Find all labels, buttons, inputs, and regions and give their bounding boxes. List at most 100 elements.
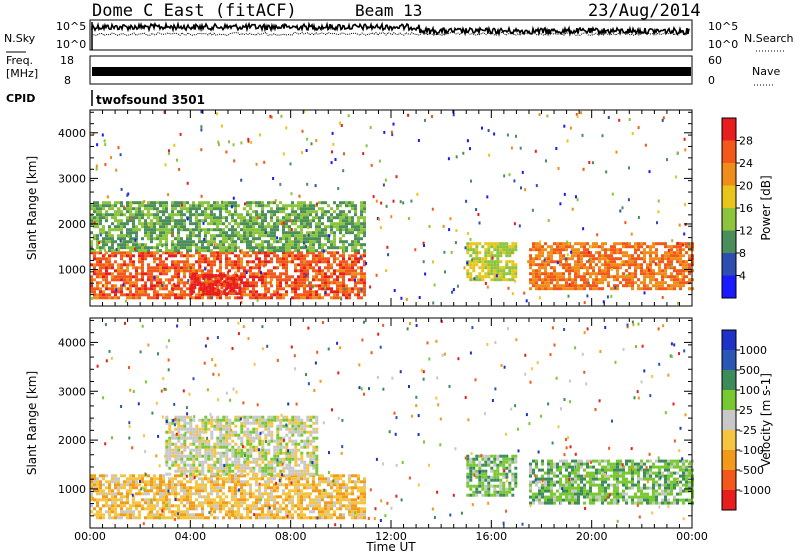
heat-cell-0 (258, 293, 261, 297)
heat-cell-3 (499, 266, 503, 270)
heat-cell-0 (339, 516, 342, 520)
heat-cell-0 (147, 296, 150, 300)
heat-cell-1 (105, 231, 108, 235)
heat-cell-0 (309, 281, 312, 285)
heat-cell-0 (342, 269, 345, 273)
heat-cell-1 (258, 469, 262, 473)
heat-cell-0 (321, 296, 324, 300)
heat-cell-0 (270, 513, 273, 517)
heat-cell-3 (475, 278, 479, 282)
heat-cell-1 (222, 234, 225, 238)
heat-cell-0 (213, 474, 216, 478)
heat-cell-1 (243, 418, 247, 422)
heat-cell-1 (231, 216, 234, 220)
heat-cell-4 (535, 242, 538, 246)
heat-cell-0 (186, 489, 189, 493)
heat-cell-4 (565, 266, 568, 270)
heat-cell-0 (354, 254, 357, 258)
heat-cell-0 (249, 293, 252, 297)
heat-cell-1 (255, 222, 258, 226)
heat-cell-1 (117, 213, 120, 217)
heat-cell-0 (138, 260, 141, 264)
heat-speck (179, 132, 182, 136)
heat-cell-0 (99, 510, 102, 514)
heat-cell-1 (354, 213, 357, 217)
heat-cell-0 (282, 501, 285, 505)
heat-cell-0 (345, 486, 348, 490)
heat-cell-1 (240, 439, 244, 443)
heat-cell-1 (360, 231, 363, 235)
heat-cell-1 (186, 469, 190, 473)
heat-cell-0 (249, 284, 252, 288)
heat-cell-0 (306, 290, 309, 294)
heat-cell-1 (171, 463, 175, 467)
heat-cell-1 (210, 210, 213, 214)
heat-cell-1 (177, 430, 181, 434)
heat-cell-1 (264, 204, 267, 208)
heat-cell-1 (330, 213, 333, 217)
heat-cell-1 (270, 213, 273, 217)
heat-cell-3 (472, 266, 476, 270)
heat-cell-1 (96, 210, 99, 214)
heat-speck (90, 296, 93, 300)
heat-cell-1 (165, 415, 169, 419)
heat-cell-4 (643, 257, 646, 261)
heat-cell-0 (294, 278, 297, 282)
heat-cell-0 (153, 254, 156, 258)
heat-cell-0 (321, 510, 324, 514)
heat-cell-1 (246, 457, 250, 461)
heat-cell-0 (291, 501, 294, 505)
heat-cell-0 (171, 278, 174, 282)
heat-cell-0 (99, 480, 102, 484)
heat-cell-1 (132, 246, 135, 250)
heat-cell-0 (156, 278, 159, 282)
heat-cell-1 (228, 427, 232, 431)
heat-cell-1 (318, 243, 321, 247)
heat-cell-0 (225, 263, 228, 267)
heat-cell-0 (210, 278, 213, 282)
heat-cell-1 (267, 246, 270, 250)
heat-cell-0 (252, 474, 255, 478)
heat-cell-1 (165, 237, 168, 241)
heat-cell-0 (204, 281, 207, 285)
heat-speck (118, 207, 121, 211)
heat-cell-0 (114, 290, 117, 294)
heat-speck (477, 213, 480, 216)
heat-cell-1 (282, 225, 285, 229)
heat-cell-1 (198, 445, 202, 449)
heat-cell-0 (306, 486, 309, 490)
heat-cell-0 (135, 477, 138, 481)
heat-cell-0 (123, 269, 126, 273)
heat-cell-3 (496, 257, 500, 261)
heat-cell-1 (219, 222, 222, 226)
heat-cell-1 (240, 249, 243, 253)
heat-cell-1 (111, 237, 114, 241)
heat-cell-0 (180, 281, 183, 285)
heat-cell-0 (354, 483, 357, 487)
heat-speck (104, 249, 107, 253)
heat-cell-4 (625, 263, 628, 267)
heat-cell-3 (499, 242, 503, 246)
heat-speck (385, 204, 388, 208)
heat-cell-0 (138, 516, 141, 520)
heat-cell-0 (129, 489, 132, 493)
heat-cell-0 (126, 492, 129, 496)
heat-cell-2 (226, 277, 230, 281)
heat-cell-4 (571, 254, 574, 258)
heat-cell-1 (120, 201, 123, 205)
heat-cell-4 (670, 278, 673, 282)
heat-cell-1 (360, 207, 363, 211)
nsearch-tick-bottom: 10^0 (708, 38, 738, 51)
heat-cell-0 (201, 281, 204, 285)
heat-cell-4 (676, 260, 679, 264)
heat-cell-0 (105, 284, 108, 288)
heat-cell-1 (105, 243, 108, 247)
heat-cell-0 (267, 296, 270, 300)
heat-cell-1 (198, 204, 201, 208)
heat-cell-1 (210, 216, 213, 220)
heat-cell-3 (487, 272, 491, 276)
heat-cell-0 (108, 510, 111, 514)
heat-cell-1 (198, 454, 202, 458)
heat-cell-0 (336, 281, 339, 285)
